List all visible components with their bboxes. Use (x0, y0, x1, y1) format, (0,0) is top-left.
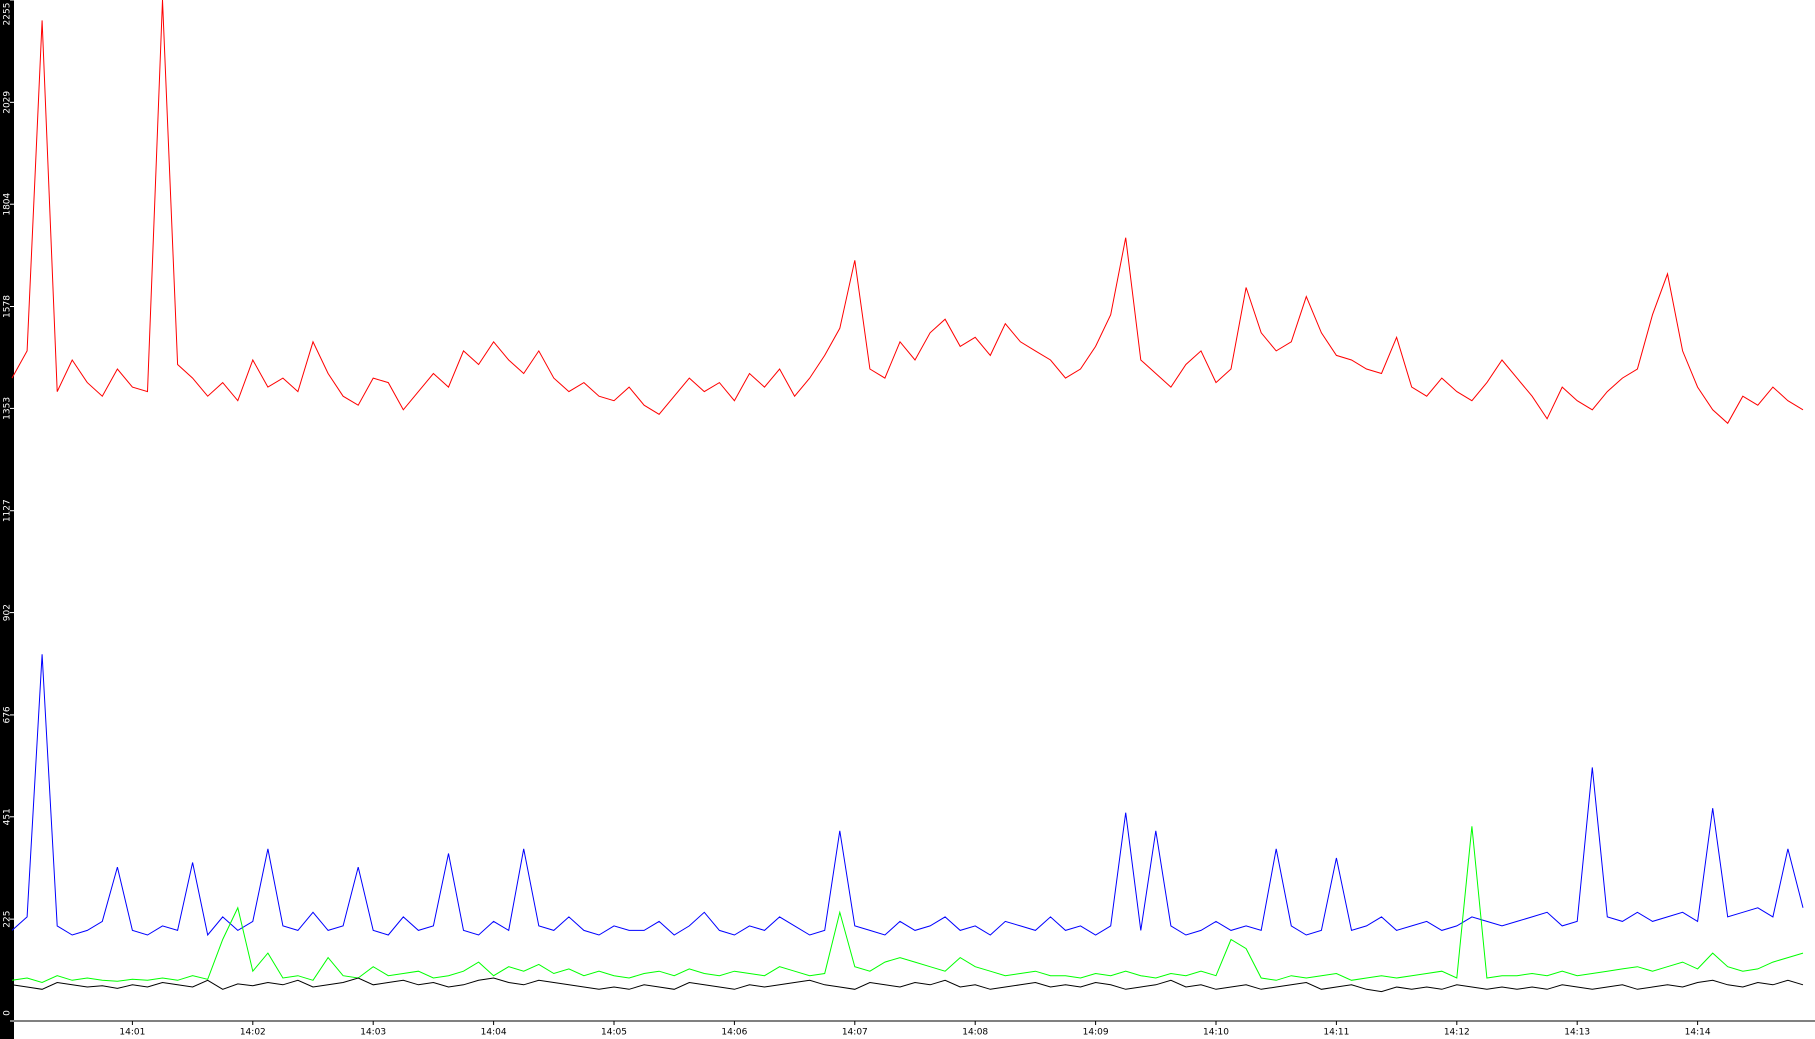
series-line (11, 977, 1804, 993)
y-tick-label: 1578 (3, 295, 13, 318)
y-axis-strip (0, 0, 14, 1039)
x-tick-label: 14:04 (481, 1028, 507, 1038)
y-tick-label: 1353 (3, 397, 13, 420)
x-tick-label: 14:08 (962, 1028, 988, 1038)
y-tick-label: 2029 (3, 91, 13, 114)
x-tick-label: 14:05 (601, 1028, 627, 1038)
x-tick-label: 14:12 (1444, 1028, 1470, 1038)
series-line (11, 0, 1804, 425)
y-tick-label: 1127 (3, 499, 13, 522)
series-line (11, 826, 1804, 984)
y-tick-label: 1804 (3, 192, 13, 215)
x-tick-label: 14:07 (842, 1028, 868, 1038)
y-tick-label: 2255 (3, 3, 13, 26)
y-tick-label: 676 (3, 706, 13, 723)
y-tick-label: 451 (3, 808, 13, 825)
x-tick-label: 14:10 (1203, 1028, 1229, 1038)
x-tick-label: 14:06 (721, 1028, 747, 1038)
x-tick-label: 14:14 (1685, 1028, 1711, 1038)
y-tick-label: 225 (3, 911, 13, 928)
x-tick-label: 14:02 (240, 1028, 266, 1038)
y-tick-label: 902 (3, 604, 13, 621)
y-tick-label: 0 (3, 1010, 13, 1016)
series-line (11, 654, 1804, 937)
x-tick-label: 14:09 (1083, 1028, 1109, 1038)
x-tick-label: 14:11 (1323, 1028, 1349, 1038)
x-tick-label: 14:03 (360, 1028, 386, 1038)
x-tick-label: 14:13 (1564, 1028, 1590, 1038)
x-tick-label: 14:01 (119, 1028, 145, 1038)
